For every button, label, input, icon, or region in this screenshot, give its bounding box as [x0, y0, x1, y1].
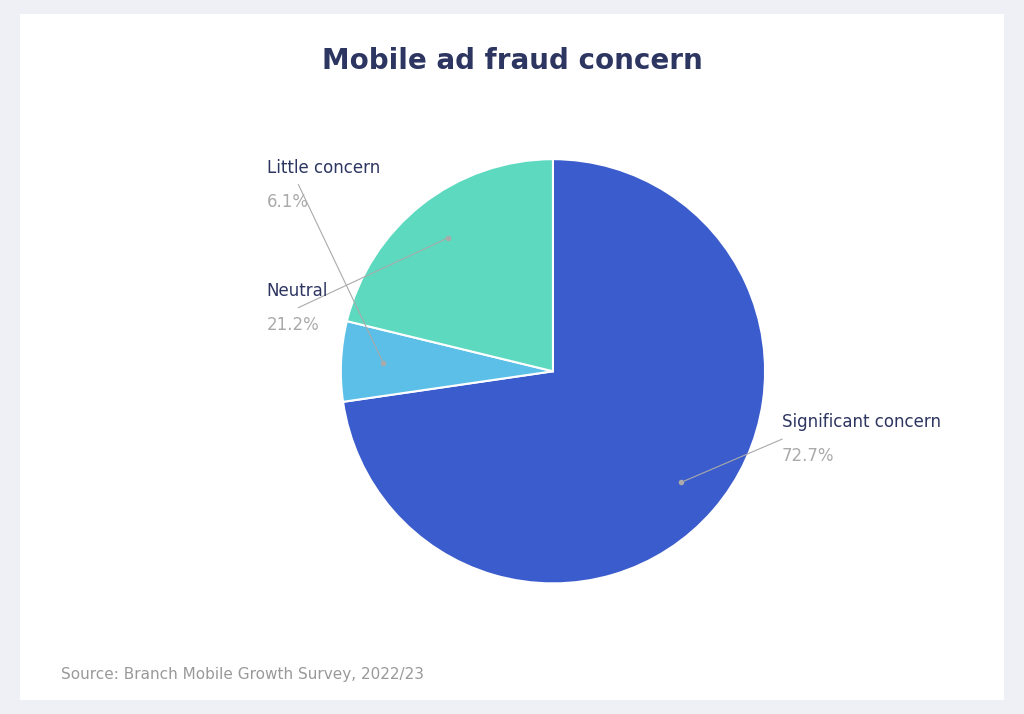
- Text: Little concern: Little concern: [266, 159, 380, 176]
- Text: Significant concern: Significant concern: [782, 413, 941, 431]
- Wedge shape: [343, 159, 765, 583]
- Wedge shape: [341, 321, 553, 402]
- Wedge shape: [347, 159, 553, 371]
- Text: 72.7%: 72.7%: [782, 447, 835, 465]
- Text: Source: Branch Mobile Growth Survey, 2022/23: Source: Branch Mobile Growth Survey, 202…: [61, 667, 424, 683]
- Text: Mobile ad fraud concern: Mobile ad fraud concern: [322, 46, 702, 75]
- Text: Neutral: Neutral: [266, 282, 328, 300]
- Text: 6.1%: 6.1%: [266, 193, 308, 211]
- Text: 21.2%: 21.2%: [266, 316, 319, 333]
- FancyBboxPatch shape: [10, 7, 1014, 707]
